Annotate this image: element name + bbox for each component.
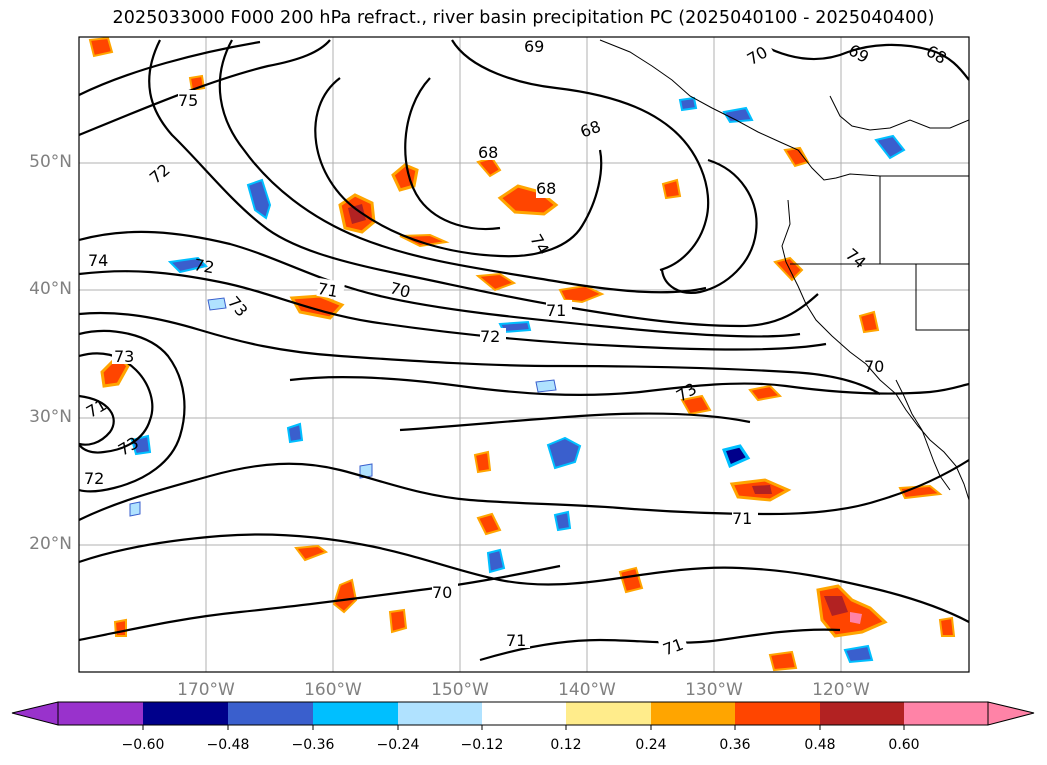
colorbar-tick-label: 0.36: [719, 737, 751, 753]
colorbar-tick-label: −0.36: [291, 737, 335, 753]
coastlines: [599, 39, 969, 501]
colorbar-tick-label: 0.12: [550, 737, 582, 753]
colorbar-extend-max: [987, 701, 1035, 726]
colorbar-tick-label: −0.48: [206, 737, 250, 753]
contour-label-13: 71: [316, 279, 339, 301]
lon-label-130w: 130°W: [685, 680, 743, 700]
gridlines: [79, 37, 969, 672]
lat-label-20n: 20°N: [29, 534, 72, 554]
colorbar-cell-4: [313, 702, 398, 725]
colorbar-cell-7: [566, 702, 651, 725]
contour-label-24: 72: [84, 469, 104, 488]
colorbar-cell-1: [58, 702, 143, 725]
colorbar-cell-2: [143, 702, 228, 725]
map-background: [79, 37, 969, 672]
contour-label-5: 75: [178, 91, 198, 110]
colorbar-tick-label: −0.24: [376, 737, 420, 753]
contour-label-12: 72: [192, 255, 215, 277]
contour-label-11: 74: [88, 251, 108, 270]
colorbar-cell-9: [735, 702, 820, 725]
refractivity-contours: [79, 39, 969, 662]
colorbar-cell-3: [228, 702, 313, 725]
contour-label-14: 70: [388, 278, 413, 302]
colorbar-frame: [57, 701, 989, 726]
lat-label-40n: 40°N: [29, 279, 72, 299]
lat-label-30n: 30°N: [29, 407, 72, 427]
lon-label-160w: 160°W: [304, 680, 362, 700]
contour-label-25: 71: [732, 509, 752, 528]
colorbar-cell-8: [651, 702, 735, 725]
colorbar-tick-label: 0.60: [888, 737, 920, 753]
colorbar-cell-11: [904, 702, 988, 725]
precip-shading: [88, 37, 956, 672]
contour-label-27: 71: [506, 631, 526, 650]
contour-label-15: 71: [546, 301, 566, 320]
contour-label-19: 73: [114, 347, 134, 366]
contour-label-26: 70: [432, 583, 452, 602]
contour-label-7: 68: [478, 143, 498, 162]
lon-label-170w: 170°W: [177, 680, 235, 700]
map-frame: [78, 36, 970, 673]
colorbar-cell-5: [398, 702, 482, 725]
colorbar-tick-label: 0.24: [635, 737, 667, 753]
colorbar-tick-label: 0.48: [804, 737, 836, 753]
contour-label-1: 69: [524, 37, 544, 56]
lon-label-140w: 140°W: [558, 680, 616, 700]
contour-label-20: 70: [864, 357, 884, 376]
contour-label-8: 68: [536, 179, 556, 198]
lon-label-150w: 150°W: [431, 680, 489, 700]
colorbar-extend-min: [11, 701, 59, 726]
map-panel: 69 70 69 68 75 68 68 68 74 72 74 72 71 7…: [79, 37, 969, 672]
colorbar-tick-label: −0.12: [460, 737, 504, 753]
map-title: 2025033000 F000 200 hPa refract., river …: [112, 8, 935, 28]
lat-label-50n: 50°N: [29, 152, 72, 172]
colorbar-cell-10: [820, 702, 904, 725]
colorbar-cell-6: [482, 702, 566, 725]
colorbar-ticks: [142, 725, 905, 730]
colorbar-tick-label: −0.60: [121, 737, 165, 753]
colorbar: [11, 701, 1035, 730]
contour-label-18: 72: [480, 327, 500, 346]
lon-label-120w: 120°W: [812, 680, 870, 700]
